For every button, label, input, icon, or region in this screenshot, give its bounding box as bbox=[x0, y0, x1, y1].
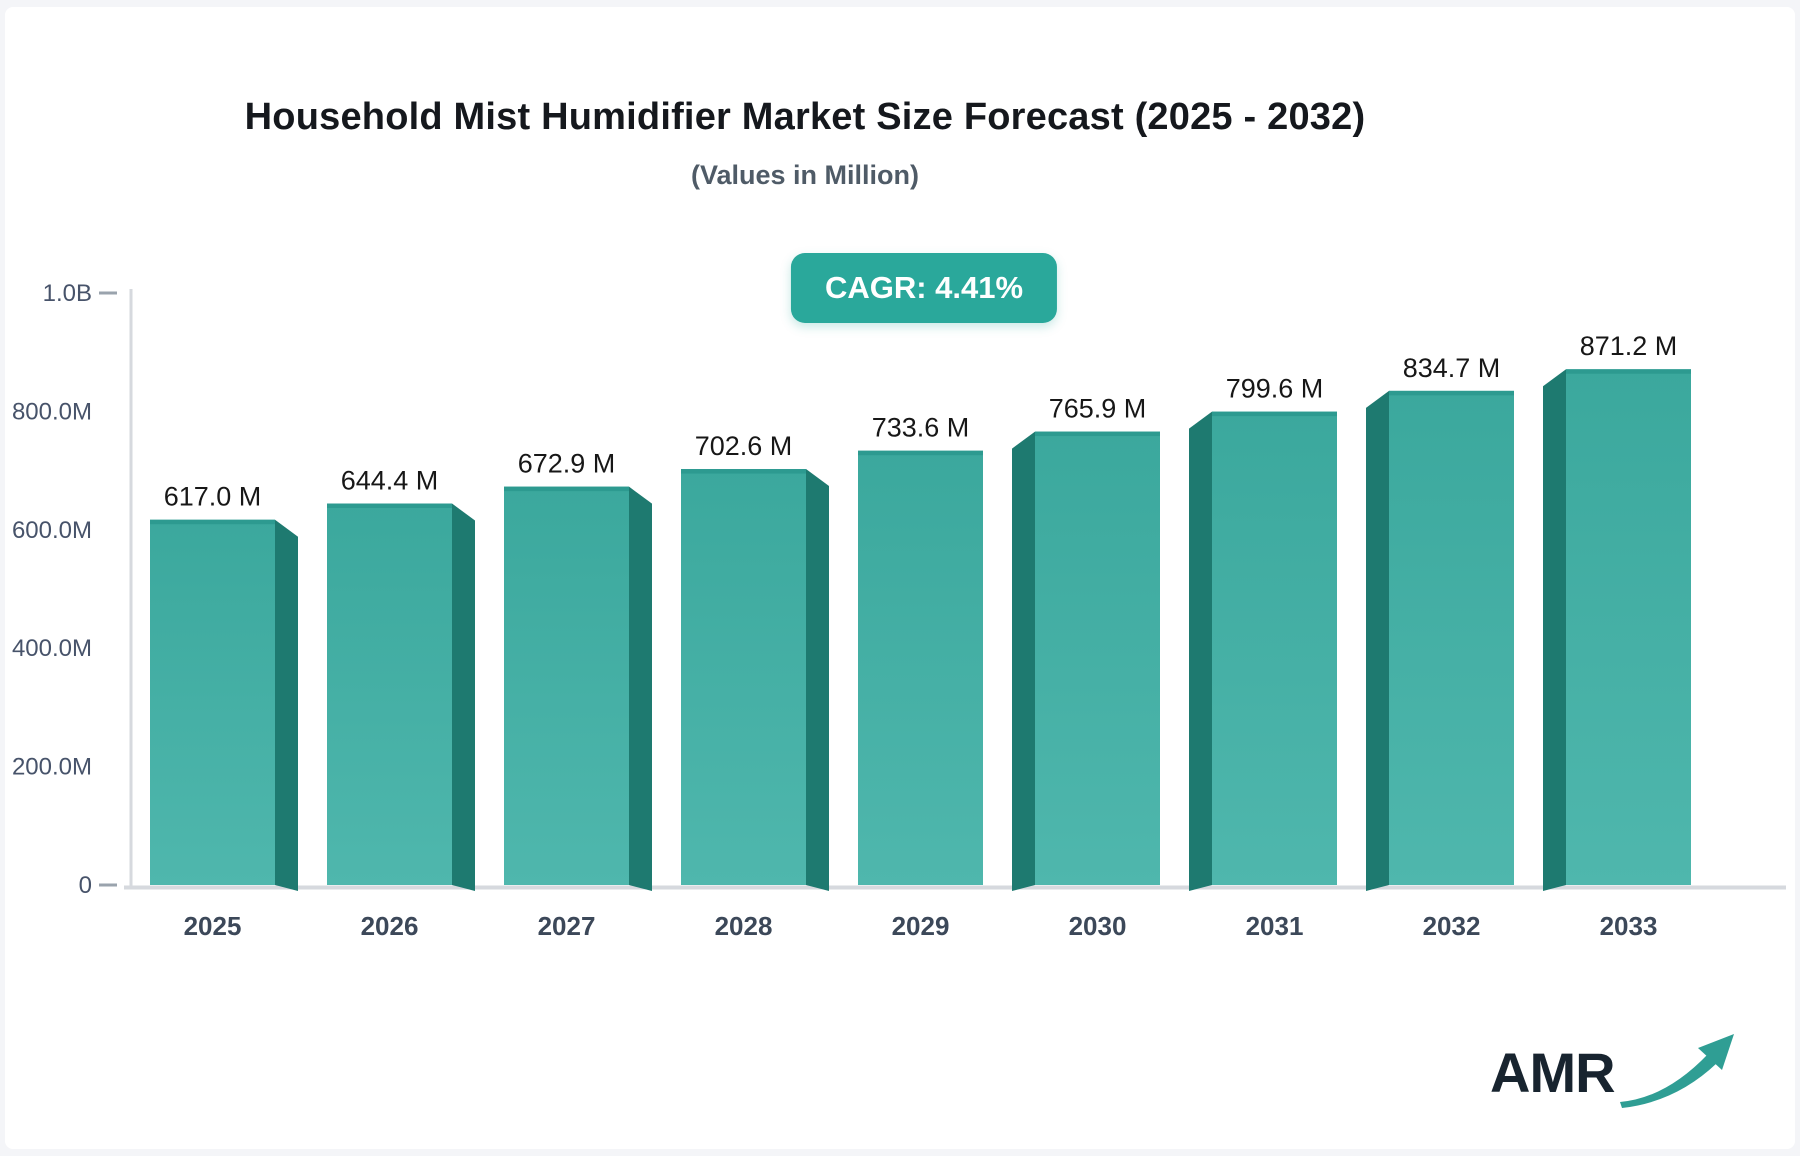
bar-top-edge bbox=[1566, 369, 1691, 374]
bar-side-face bbox=[1543, 369, 1566, 891]
bar-top-edge bbox=[1212, 411, 1337, 417]
growth-arrow-icon bbox=[1620, 1034, 1734, 1108]
chart-subtitle: (Values in Million) bbox=[690, 160, 920, 190]
bar bbox=[1566, 369, 1691, 885]
bar-side-face bbox=[1366, 390, 1389, 891]
bar bbox=[1389, 390, 1514, 885]
bar-top-edge bbox=[150, 519, 275, 525]
cagr-badge: CAGR: 4.41% bbox=[790, 253, 1058, 323]
bar-value-label: 871.2 M bbox=[1580, 331, 1678, 361]
bar-top-edge bbox=[1035, 431, 1160, 437]
bar-value-label: 702.6 M bbox=[695, 431, 793, 461]
chart-title: Household Mist Humidifier Market Size Fo… bbox=[244, 96, 1366, 138]
amr-logo: AMR bbox=[1490, 1028, 1734, 1118]
bar bbox=[681, 469, 806, 885]
bar bbox=[858, 450, 983, 885]
bar-top-edge bbox=[327, 503, 452, 509]
bar-top-edge bbox=[681, 469, 806, 474]
bar-value-label: 733.6 M bbox=[872, 413, 970, 443]
bar bbox=[504, 486, 629, 885]
bar-top-edge bbox=[858, 450, 983, 456]
bar-value-label: 617.0 M bbox=[164, 482, 262, 512]
y-tick-label: 0 bbox=[79, 872, 92, 899]
bar-value-label: 834.7 M bbox=[1403, 353, 1501, 383]
y-tick-label: 200.0M bbox=[12, 754, 92, 781]
x-axis-label: 2032 bbox=[1423, 911, 1481, 941]
bar-side-face bbox=[452, 503, 475, 891]
bar bbox=[327, 503, 452, 885]
x-axis-label: 2030 bbox=[1069, 911, 1127, 941]
bar-side-face bbox=[806, 469, 829, 891]
bar bbox=[1035, 431, 1160, 885]
x-axis-label: 2027 bbox=[538, 911, 596, 941]
bar bbox=[1212, 411, 1337, 885]
x-axis-label: 2031 bbox=[1246, 911, 1304, 941]
x-axis-label: 2033 bbox=[1600, 911, 1658, 941]
x-axis-label: 2025 bbox=[184, 911, 242, 941]
bar-top-edge bbox=[504, 486, 629, 492]
bar-side-face bbox=[1189, 411, 1212, 891]
amr-logo-text: AMR bbox=[1490, 1041, 1616, 1104]
y-tick-label: 400.0M bbox=[12, 635, 92, 662]
y-tick-label: 1.0B bbox=[43, 280, 92, 307]
bar-side-face bbox=[275, 519, 298, 891]
bar bbox=[150, 519, 275, 885]
x-axis-label: 2028 bbox=[715, 911, 773, 941]
bar-value-label: 644.4 M bbox=[341, 466, 439, 496]
bar-side-face bbox=[629, 486, 652, 891]
y-tick-label: 800.0M bbox=[12, 398, 92, 425]
bar-value-label: 672.9 M bbox=[518, 449, 616, 479]
bar-value-label: 799.6 M bbox=[1226, 374, 1324, 404]
y-tick-label: 600.0M bbox=[12, 517, 92, 544]
bar-value-label: 765.9 M bbox=[1049, 394, 1147, 424]
bar-top-edge bbox=[1389, 390, 1514, 396]
x-axis-label: 2029 bbox=[892, 911, 950, 941]
x-axis-label: 2026 bbox=[361, 911, 419, 941]
bar-side-face bbox=[1012, 431, 1035, 891]
